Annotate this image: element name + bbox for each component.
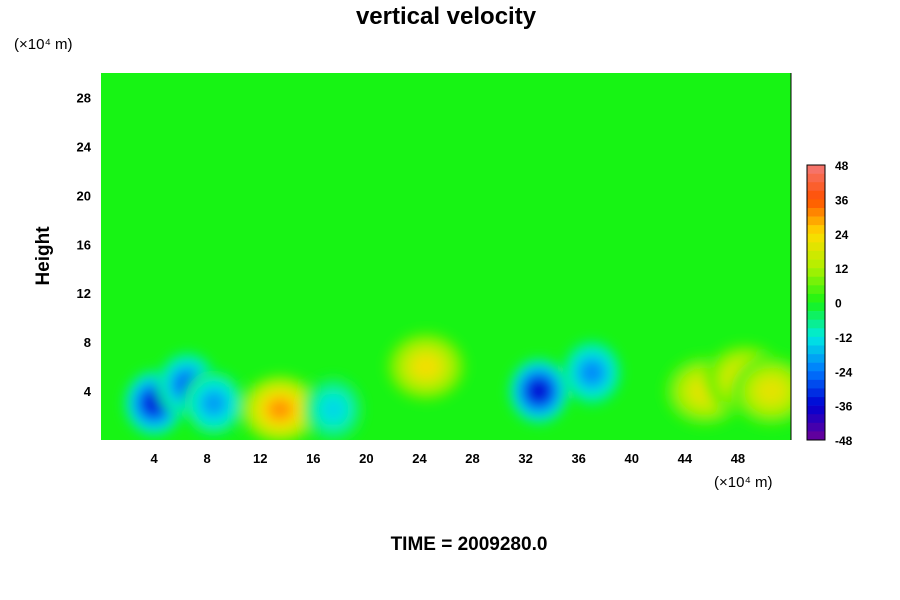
colorbar-band [807,182,825,192]
colorbar-band [807,354,825,363]
y-tick-label: 24 [77,139,92,154]
colorbar-tick-label: 24 [835,228,849,242]
colorbar-band [807,285,825,295]
colorbar-tick-label: -48 [835,434,853,448]
colorbar-tick-label: 12 [835,262,849,276]
field-feature [508,358,569,425]
colorbar-band [807,259,825,269]
colorbar-band [807,216,825,226]
y-tick-label: 28 [77,90,91,105]
field-contour [413,355,439,378]
y-tick-label: 16 [77,237,91,252]
velocity-field [124,331,791,440]
x-tick-label: 24 [412,451,427,466]
colorbar-band [807,302,825,312]
colorbar-band [807,328,825,338]
field-feature [386,331,467,402]
field-feature [561,339,622,406]
y-axis-label: Height [33,226,54,286]
field-contour [758,380,784,403]
y-axis-ticks: 4 8 12 16 20 24 28 [77,90,92,399]
y-tick-label: 8 [84,335,91,350]
y-unit-label: (×10⁴ m) [14,36,73,53]
x-tick-label: 48 [731,451,745,466]
colorbar-band [807,362,825,372]
field-feature [303,376,364,440]
colorbar-band [807,405,825,415]
y-tick-label: 12 [77,286,91,301]
colorbar-band [807,371,825,381]
x-axis-ticks: 4 8 12 16 20 24 28 32 36 40 44 48 [150,451,745,466]
x-tick-label: 16 [306,451,320,466]
colorbar-frame [806,164,826,441]
colorbar-band [807,379,825,389]
colorbar-band [807,345,825,355]
chart-title: vertical velocity [356,3,537,30]
colorbar-band [807,165,825,174]
colorbar: 48 36 24 12 0 -12 -24 -36 -48 [806,159,853,448]
x-tick-label: 28 [465,451,479,466]
x-unit-label: (×10⁴ m) [714,474,773,491]
colorbar-band [807,388,825,398]
colorbar-band [807,414,825,424]
colorbar-band [807,207,825,217]
colorbar-band [807,311,825,320]
colorbar-band [807,173,825,183]
colorbar-band [807,431,825,441]
x-tick-label: 44 [678,451,693,466]
colorbar-band [807,250,825,260]
field-contour [202,392,225,414]
colorbar-tick-label: 48 [835,159,849,173]
colorbar-tick-label: -12 [835,331,853,345]
colorbar-band [807,199,825,209]
field-contour [143,392,165,414]
colorbar-tick-label: 0 [835,297,842,311]
y-tick-label: 4 [84,384,92,399]
x-tick-label: 12 [253,451,267,466]
time-label: TIME = 2009280.0 [391,534,548,555]
colorbar-band [807,190,825,200]
y-tick-label: 20 [77,188,91,203]
field-contour [581,362,603,384]
colorbar-tick-label: 36 [835,193,849,207]
field-contour [267,398,293,421]
x-tick-label: 32 [518,451,532,466]
colorbar-band [807,319,825,329]
x-tick-label: 8 [204,451,211,466]
colorbar-band [807,293,825,303]
x-tick-label: 40 [625,451,639,466]
x-tick-label: 36 [571,451,585,466]
colorbar-tick-label: -36 [835,400,853,414]
colorbar-band [807,276,825,286]
colorbar-band [807,336,825,346]
colorbar-band [807,397,825,406]
field-feature [240,374,321,440]
colorbar-band [807,268,825,278]
colorbar-band [807,422,825,432]
colorbar-band [807,225,825,235]
x-tick-label: 4 [150,451,158,466]
colorbar-tick-label: -24 [835,365,853,379]
field-contour [528,380,550,402]
colorbar-band [807,233,825,243]
colorbar-band [807,242,825,252]
x-tick-label: 20 [359,451,373,466]
field-feature [183,370,244,437]
plot-area [101,73,792,440]
field-feature [731,356,791,427]
field-contour [322,398,345,421]
